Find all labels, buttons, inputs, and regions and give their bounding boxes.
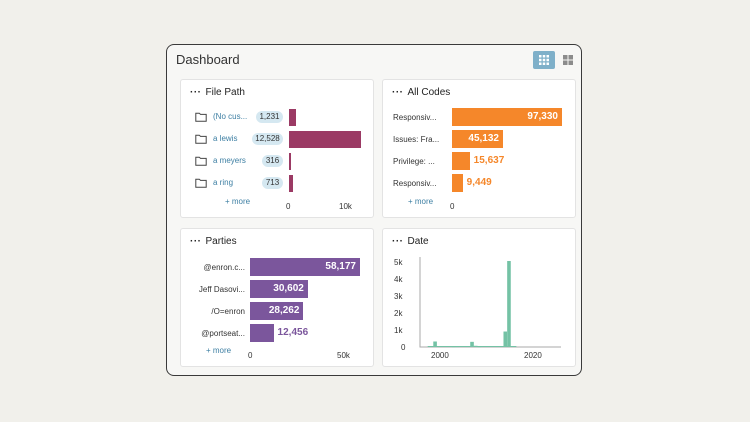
date-title: Date [407, 236, 429, 247]
tile-view-button[interactable] [557, 51, 579, 69]
file-path-title: File Path [205, 87, 245, 98]
count-badge: 316 [262, 155, 283, 167]
folder-icon [195, 112, 207, 122]
y-axis-tick: 2k [394, 309, 403, 318]
code-label[interactable]: Responsiv... [393, 179, 437, 188]
axis-tick: 0 [286, 202, 291, 211]
all-codes-more-link[interactable]: + more [408, 197, 434, 206]
code-label[interactable]: Privilege: ... [393, 157, 435, 166]
parties-panel: ··· Parties @enron.c... 58,177 Jeff Dasov… [180, 228, 374, 367]
code-label[interactable]: Responsiv... [393, 113, 437, 122]
page-title: Dashboard [176, 52, 240, 67]
more-options-icon[interactable]: ··· [190, 236, 202, 247]
code-bar[interactable] [452, 108, 562, 126]
all-codes-header[interactable]: ··· All Codes [392, 87, 450, 98]
file-path-label[interactable]: a ring [213, 178, 234, 187]
party-value: 28,262 [268, 305, 300, 316]
file-path-header[interactable]: ··· File Path [190, 87, 245, 98]
count-badge: 1,231 [256, 111, 283, 123]
date-histogram[interactable] [416, 257, 561, 351]
party-bar[interactable] [250, 302, 304, 320]
code-value: 45,132 [468, 133, 499, 144]
axis-tick: 50k [337, 351, 350, 360]
more-options-icon[interactable]: ··· [392, 87, 404, 98]
axis-tick: 10k [339, 202, 352, 211]
file-path-label[interactable]: a lewis [213, 134, 238, 143]
y-axis-tick: 1k [394, 326, 403, 335]
histogram-bar[interactable] [507, 261, 511, 347]
histogram-bar[interactable] [433, 341, 437, 347]
folder-icon [195, 134, 207, 144]
code-label[interactable]: Issues: Fra... [393, 135, 440, 144]
code-value: 9,449 [466, 177, 492, 188]
x-axis-tick: 2000 [431, 351, 449, 360]
code-bar[interactable] [452, 152, 470, 170]
axis-tick: 0 [450, 202, 455, 211]
all-codes-title: All Codes [407, 87, 451, 98]
count-badge: 12,528 [252, 133, 283, 145]
party-bar[interactable] [250, 280, 308, 298]
dashboard-window: Dashboard ··· File Path (No cus... 1,231 … [166, 44, 582, 376]
party-label[interactable]: @enron.c... [203, 263, 245, 272]
grid-view-icon [539, 55, 549, 65]
party-label[interactable]: Jeff Dasovi... [198, 285, 245, 294]
date-header[interactable]: ··· Date [392, 236, 429, 247]
histogram-bar[interactable] [470, 341, 474, 347]
histogram-bar[interactable] [503, 331, 508, 347]
file-path-bar[interactable] [289, 153, 291, 170]
file-path-more-link[interactable]: + more [225, 197, 251, 206]
file-path-label[interactable]: (No cus... [213, 112, 248, 121]
code-value: 97,330 [527, 111, 558, 122]
party-bar[interactable] [250, 258, 360, 276]
party-bar[interactable] [250, 324, 274, 342]
party-value: 58,177 [325, 261, 356, 272]
party-value: 30,602 [273, 283, 304, 294]
file-path-panel: ··· File Path (No cus... 1,231 a lewis 12… [180, 79, 374, 218]
party-label[interactable]: /O=enron [211, 307, 245, 316]
more-options-icon[interactable]: ··· [392, 236, 404, 247]
count-badge: 713 [262, 177, 283, 189]
axis-tick: 0 [248, 351, 253, 360]
party-value: 12,456 [277, 327, 309, 338]
date-panel: ··· Date 5k 4k 3k 2k 1k 0 2000 2020 [382, 228, 576, 367]
code-value: 15,637 [473, 155, 505, 166]
histogram-bar[interactable] [477, 346, 482, 348]
code-bar[interactable] [452, 174, 463, 192]
histogram-bar[interactable] [451, 346, 456, 348]
file-path-bar[interactable] [289, 175, 294, 192]
file-path-bar[interactable] [289, 131, 361, 148]
parties-header[interactable]: ··· Parties [190, 236, 237, 247]
folder-icon [195, 178, 207, 188]
parties-title: Parties [205, 236, 237, 247]
all-codes-panel: ··· All Codes Responsiv... 97,330 Issues:… [382, 79, 576, 218]
tile-view-icon [563, 55, 573, 65]
histogram-bar[interactable] [455, 346, 460, 348]
parties-more-link[interactable]: + more [206, 346, 232, 355]
grid-view-button[interactable] [533, 51, 555, 69]
x-axis-tick: 2020 [524, 351, 542, 360]
y-axis-tick: 4k [394, 275, 403, 284]
party-label[interactable]: @portseat... [201, 329, 245, 338]
chart-axes [419, 257, 561, 348]
y-axis-tick: 5k [394, 258, 403, 267]
code-bar[interactable] [452, 130, 503, 148]
folder-icon [195, 156, 207, 166]
y-axis-tick: 3k [394, 292, 403, 301]
file-path-bar[interactable] [289, 109, 297, 126]
y-axis-tick: 0 [401, 343, 406, 352]
more-options-icon[interactable]: ··· [190, 87, 202, 98]
file-path-label[interactable]: a meyers [213, 156, 246, 165]
histogram-bar[interactable] [473, 345, 478, 347]
